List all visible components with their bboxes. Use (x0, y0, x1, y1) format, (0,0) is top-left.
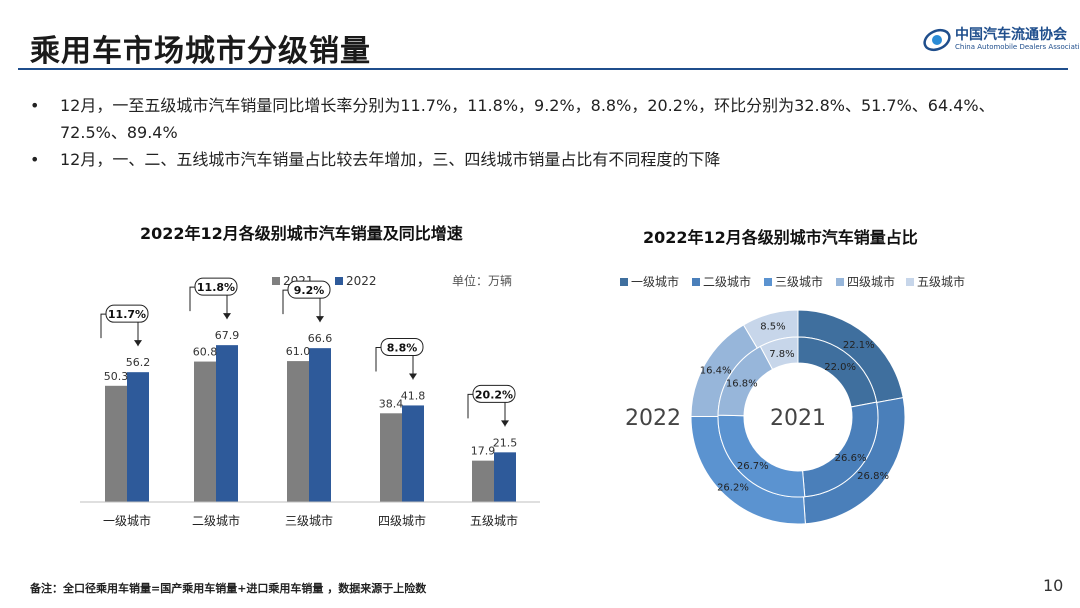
growth-label: 11.7% (108, 308, 146, 321)
data-label-2022: 56.2 (126, 356, 151, 369)
donut-chart-title: 2022年12月各级别城市汽车销量占比 (643, 228, 918, 247)
data-label-2022: 67.9 (215, 329, 240, 342)
growth-badge (194, 277, 238, 296)
bar-2021 (472, 460, 494, 502)
legend-label: 五级城市 (917, 274, 965, 289)
association-logo: 中国汽车流通协会 China Automobile Dealers Associ… (920, 22, 1080, 58)
data-label-2022: 66.6 (308, 332, 333, 345)
bar-2022 (127, 372, 149, 502)
bar-2021 (287, 361, 309, 502)
inner-ring-year-label: 2021 (770, 406, 826, 431)
unit-label: 单位：万辆 (452, 273, 512, 288)
growth-label: 11.8% (197, 281, 235, 294)
legend-swatch (836, 278, 844, 286)
bullet-item: • 12月，一至五级城市汽车销量同比增长率分别为11.7%，11.8%，9.2%… (30, 92, 1060, 146)
bullet-item: • 12月，一、二、五线城市汽车销量占比较去年增加，三、四线城市销量占比有不同程… (30, 146, 1060, 173)
legend-swatch (906, 278, 914, 286)
data-label-2022: 41.8 (401, 389, 426, 402)
bullet-marker: • (30, 150, 40, 169)
slice-label-inner: 16.8% (726, 378, 758, 389)
page-number: 10 (1043, 576, 1064, 595)
legend-label: 二级城市 (703, 274, 751, 289)
bar-2022 (402, 405, 424, 502)
bar-chart: 20212022单位：万辆50.356.211.7%一级城市60.867.911… (80, 273, 540, 528)
header-divider (18, 68, 1068, 70)
bar-2022 (494, 452, 516, 502)
bullet-marker: • (30, 96, 40, 115)
legend-label: 三级城市 (775, 274, 823, 289)
summary-bullets: • 12月，一至五级城市汽车销量同比增长率分别为11.7%，11.8%，9.2%… (30, 92, 1060, 173)
growth-label: 9.2% (294, 284, 325, 297)
growth-arrow-head (223, 313, 231, 320)
slice-label-outer: 26.2% (717, 482, 749, 493)
page-title: 乘用车市场城市分级销量 (30, 34, 371, 69)
footnote: 备注：全口径乘用车销量=国产乘用车销量+进口乘用车销量 ，数据来源于上险数 (30, 582, 427, 595)
growth-badge (287, 280, 331, 299)
legend-swatch (692, 278, 700, 286)
bullet-text: 12月，一、二、五线城市汽车销量占比较去年增加，三、四线城市销量占比有不同程度的… (60, 150, 721, 169)
bar-2022 (309, 348, 331, 502)
category-label: 一级城市 (103, 513, 151, 528)
outer-ring-year-label: 2022 (625, 406, 681, 431)
data-label-2021: 50.3 (104, 370, 129, 383)
legend-swatch (764, 278, 772, 286)
donut-chart: 一级城市 二级城市 三级城市 四级城市 五级城市 22.1% 26.8% 26.2% 16.4%… (620, 274, 965, 525)
bar-chart-title: 2022年12月各级别城市汽车销量及同比增速 (140, 224, 463, 243)
bar-2022 (216, 345, 238, 502)
data-label-2021: 61.0 (286, 345, 311, 358)
bar-2021 (194, 361, 216, 502)
category-label: 五级城市 (470, 513, 518, 528)
legend-swatch-2021 (272, 277, 280, 285)
growth-arrow-head (134, 340, 142, 347)
category-label: 二级城市 (192, 513, 240, 528)
growth-arrow-head (501, 420, 509, 427)
bar-2021 (380, 413, 402, 502)
data-label-2022: 21.5 (493, 436, 518, 449)
slice-label-outer: 16.4% (700, 366, 732, 377)
legend-label-2022: 2022 (346, 274, 377, 288)
logo-icon (923, 28, 951, 52)
bar-2021 (105, 385, 127, 502)
legend-label: 四级城市 (847, 274, 895, 289)
legend-swatch-2022 (335, 277, 343, 285)
growth-badge (380, 337, 424, 356)
growth-badge (105, 304, 149, 323)
slice-label-inner: 22.0% (824, 362, 856, 373)
logo-name-cn: 中国汽车流通协会 (955, 27, 1067, 43)
legend-label: 一级城市 (631, 274, 679, 289)
slice-label-outer: 26.8% (857, 471, 889, 482)
category-label: 四级城市 (378, 513, 426, 528)
legend-swatch (620, 278, 628, 286)
growth-arrow-head (316, 316, 324, 323)
data-label-2021: 60.8 (193, 346, 218, 359)
donut-slice-inner (759, 336, 799, 371)
category-label: 三级城市 (285, 513, 333, 528)
slice-label-inner: 7.8% (769, 349, 794, 360)
bullet-text: 12月，一至五级城市汽车销量同比增长率分别为11.7%，11.8%，9.2%，8… (60, 96, 995, 142)
growth-label: 20.2% (475, 388, 513, 401)
slice-label-outer: 22.1% (843, 340, 875, 351)
slice-label-inner: 26.7% (737, 461, 769, 472)
growth-badge (472, 384, 516, 403)
slice-label-inner: 26.6% (835, 453, 867, 464)
data-label-2021: 38.4 (379, 397, 404, 410)
slice-label-outer: 8.5% (760, 321, 785, 332)
growth-label: 8.8% (387, 341, 418, 354)
logo-name-en: China Automobile Dealers Association (955, 43, 1080, 51)
data-label-2021: 17.9 (471, 445, 496, 458)
growth-arrow-head (409, 373, 417, 380)
